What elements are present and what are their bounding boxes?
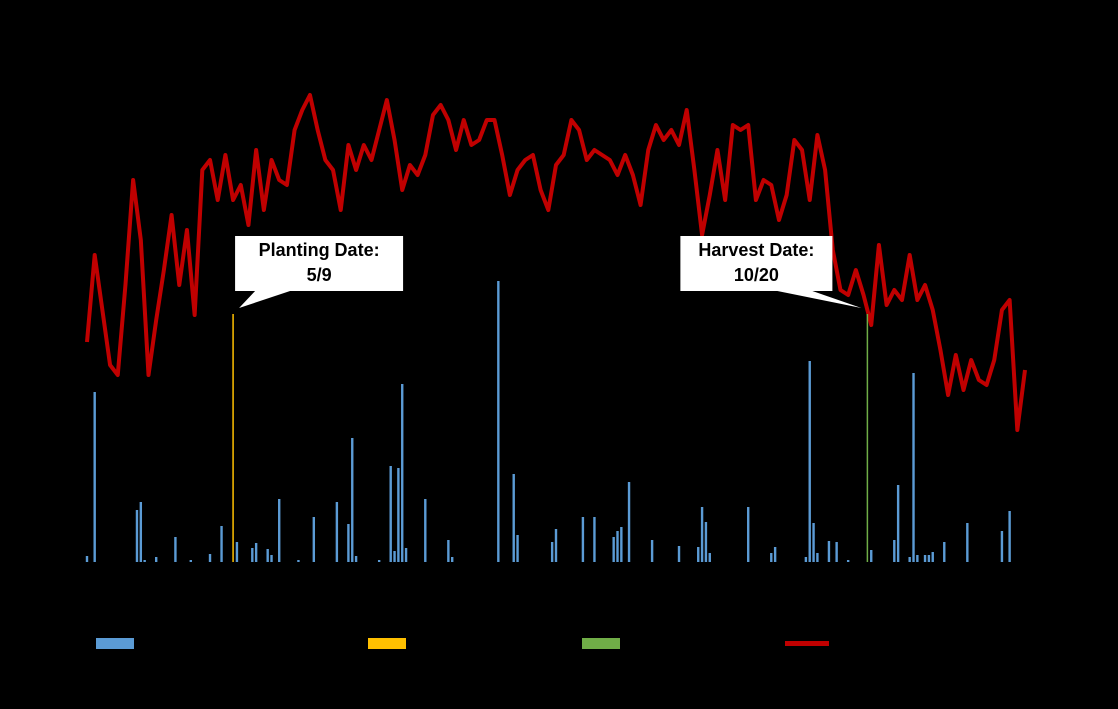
- callout-box: [680, 236, 833, 291]
- legend-swatch: [785, 641, 829, 646]
- bar: [708, 553, 711, 562]
- bar: [351, 438, 354, 562]
- bar: [627, 482, 631, 562]
- bar: [804, 557, 808, 562]
- bar: [650, 540, 654, 562]
- bar: [677, 546, 681, 562]
- bar: [966, 523, 969, 562]
- bar: [620, 527, 623, 562]
- bar: [846, 560, 850, 562]
- bar: [154, 557, 158, 562]
- bar: [270, 555, 273, 562]
- bar: [447, 540, 450, 562]
- bar: [835, 542, 838, 562]
- bar: [377, 560, 381, 562]
- bar: [747, 507, 750, 562]
- bar: [254, 543, 258, 562]
- legend-swatch: [96, 638, 134, 649]
- bar: [593, 517, 596, 562]
- bar: [550, 542, 554, 562]
- bar: [220, 526, 223, 562]
- bar: [704, 522, 708, 562]
- bar: [347, 524, 350, 562]
- bar: [896, 485, 900, 562]
- bar: [912, 373, 915, 562]
- legend-swatch: [582, 638, 620, 649]
- bar: [893, 540, 896, 562]
- callout-tail: [777, 291, 862, 308]
- line: [85, 93, 1027, 432]
- bar: [516, 535, 519, 562]
- bar: [931, 552, 934, 562]
- bar: [208, 554, 212, 562]
- callout-text: Harvest Date:: [698, 240, 814, 260]
- bar: [616, 531, 619, 562]
- callout-tail: [239, 291, 291, 308]
- callout-box: [235, 236, 404, 291]
- bar: [312, 517, 316, 562]
- bar: [773, 547, 777, 562]
- bar: [404, 548, 408, 562]
- bar: [612, 537, 615, 562]
- bar: [916, 555, 919, 562]
- bar: [393, 551, 396, 562]
- bar: [581, 517, 585, 562]
- bar: [139, 502, 143, 562]
- bar: [266, 549, 269, 562]
- bar: [135, 510, 139, 562]
- bar: [512, 474, 515, 562]
- bar: [397, 468, 400, 562]
- bar: [354, 556, 358, 562]
- bar: [297, 560, 300, 562]
- bar: [174, 537, 177, 562]
- bar: [389, 466, 392, 562]
- bar: [700, 507, 704, 562]
- bar: [189, 560, 192, 562]
- bar: [143, 560, 146, 562]
- bar: [251, 548, 254, 562]
- bar: [908, 557, 911, 562]
- bar: [870, 550, 873, 562]
- bar: [927, 555, 931, 562]
- bar: [401, 384, 404, 562]
- bar: [808, 361, 811, 562]
- bar: [827, 541, 831, 562]
- bar: [554, 529, 558, 562]
- bar: [770, 553, 773, 562]
- callout-text: 10/20: [734, 265, 779, 285]
- bar: [1000, 531, 1004, 562]
- bar: [812, 523, 815, 562]
- bar: [235, 542, 239, 562]
- bar: [1008, 511, 1011, 562]
- bar: [697, 547, 700, 562]
- legend-swatch: [368, 638, 406, 649]
- callout-text: 5/9: [307, 265, 332, 285]
- bar: [943, 542, 946, 562]
- bar: [424, 499, 427, 562]
- bar: [923, 555, 927, 562]
- bar: [816, 553, 819, 562]
- bar: [278, 499, 281, 562]
- bar: [85, 556, 89, 562]
- callout-text: Planting Date:: [259, 240, 380, 260]
- bar: [93, 392, 96, 562]
- bar: [335, 502, 339, 562]
- bar: [451, 557, 454, 562]
- bar: [497, 281, 500, 562]
